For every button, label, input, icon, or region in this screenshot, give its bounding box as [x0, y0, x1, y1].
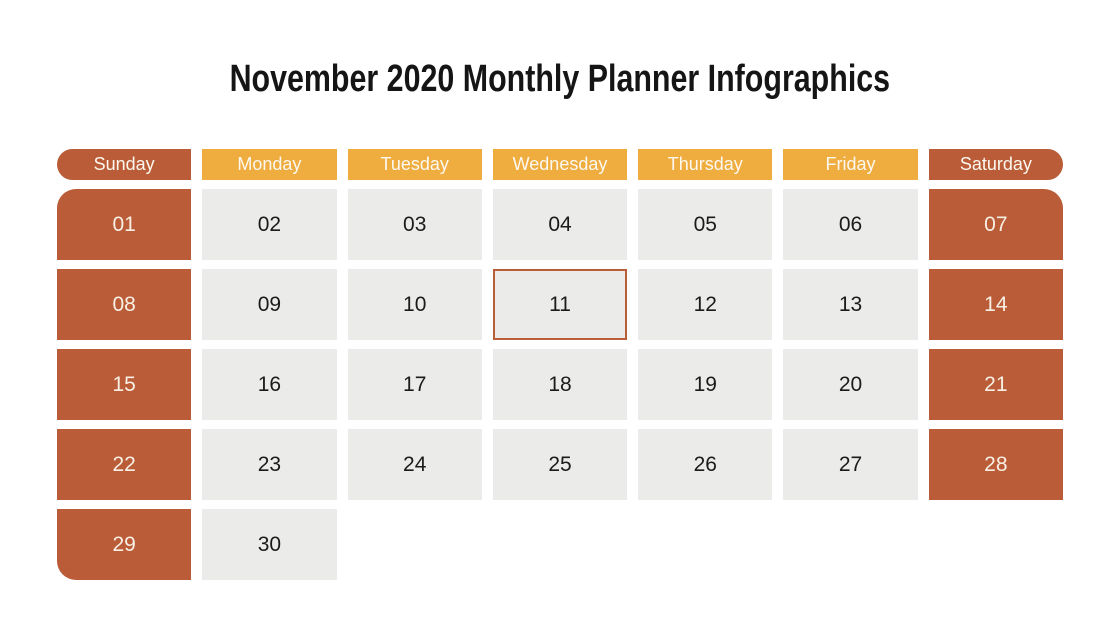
day-cell-15[interactable]: 15	[57, 349, 192, 420]
day-cell-27[interactable]: 27	[783, 429, 918, 500]
weekday-header-wednesday: Wednesday	[492, 149, 628, 180]
day-cell-20[interactable]: 20	[783, 349, 918, 420]
day-cell-07[interactable]: 07	[928, 189, 1063, 260]
weekday-header-friday: Friday	[783, 149, 918, 180]
day-cell-25[interactable]: 25	[492, 429, 628, 500]
calendar-grid: Sunday Monday Tuesday Wednesday Thursday…	[57, 149, 1063, 580]
day-cell-19[interactable]: 19	[638, 349, 773, 420]
weekday-header-thursday: Thursday	[638, 149, 773, 180]
day-cell-16[interactable]: 16	[202, 349, 337, 420]
day-cell-21[interactable]: 21	[928, 349, 1063, 420]
day-cell-22[interactable]: 22	[57, 429, 192, 500]
day-cell-08[interactable]: 08	[57, 269, 192, 340]
day-cell-18[interactable]: 18	[492, 349, 628, 420]
day-cell-14[interactable]: 14	[928, 269, 1063, 340]
day-cell-28[interactable]: 28	[928, 429, 1063, 500]
day-cell-06[interactable]: 06	[783, 189, 918, 260]
day-cell-09[interactable]: 09	[202, 269, 337, 340]
page-title: November 2020 Monthly Planner Infographi…	[0, 58, 1120, 101]
day-cell-03[interactable]: 03	[347, 189, 482, 260]
day-cell-13[interactable]: 13	[783, 269, 918, 340]
day-cell-29[interactable]: 29	[57, 509, 192, 580]
day-cell-10[interactable]: 10	[347, 269, 482, 340]
day-cell-30[interactable]: 30	[202, 509, 337, 580]
day-cell-26[interactable]: 26	[638, 429, 773, 500]
weekday-header-sunday: Sunday	[57, 149, 192, 180]
day-cell-12[interactable]: 12	[638, 269, 773, 340]
day-cell-17[interactable]: 17	[347, 349, 482, 420]
weekday-header-saturday: Saturday	[928, 149, 1063, 180]
day-cell-11-selected[interactable]: 11	[492, 269, 628, 340]
page-title-text: November 2020 Monthly Planner Infographi…	[229, 58, 891, 100]
day-cell-04[interactable]: 04	[492, 189, 628, 260]
day-cell-23[interactable]: 23	[202, 429, 337, 500]
day-cell-05[interactable]: 05	[638, 189, 773, 260]
day-cell-24[interactable]: 24	[347, 429, 482, 500]
day-cell-02[interactable]: 02	[202, 189, 337, 260]
weekday-header-tuesday: Tuesday	[347, 149, 482, 180]
weekday-header-monday: Monday	[202, 149, 337, 180]
day-cell-01[interactable]: 01	[57, 189, 192, 260]
